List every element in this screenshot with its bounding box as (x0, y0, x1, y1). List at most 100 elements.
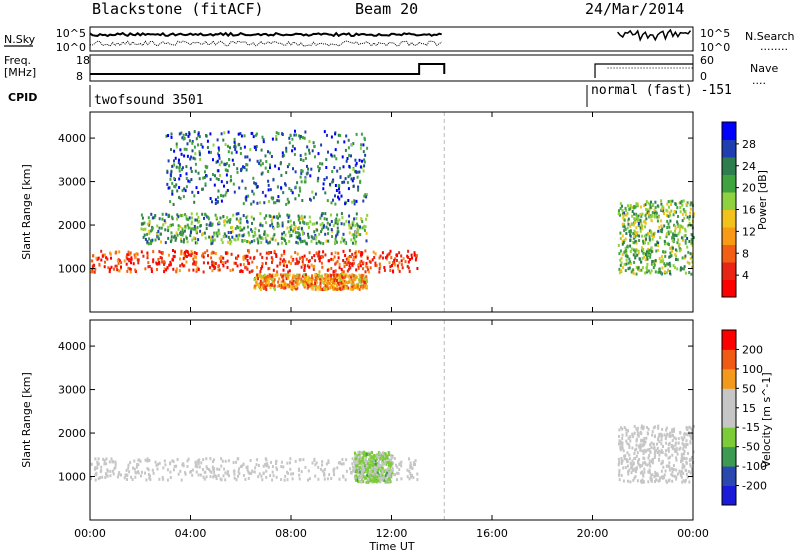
heatmap-cell (675, 447, 678, 451)
noise-late-trace (617, 28, 692, 42)
heatmap-cell (273, 215, 275, 219)
heatmap-cell (646, 257, 649, 261)
heatmap-cell (177, 224, 180, 228)
heatmap-cell (185, 236, 188, 240)
heatmap-cell (667, 200, 670, 204)
heatmap-cell (392, 261, 395, 265)
heatmap-cell (130, 475, 133, 479)
heatmap-cell (329, 182, 331, 186)
heatmap-cell (337, 195, 339, 199)
heatmap-cell (321, 222, 324, 225)
heatmap-cell (686, 433, 689, 437)
heatmap-cell (309, 197, 311, 201)
heatmap-cell (653, 451, 656, 455)
heatmap-cell (642, 444, 645, 448)
heatmap-cell (211, 260, 214, 264)
heatmap-cell (314, 273, 317, 277)
heatmap-cell (664, 254, 667, 258)
heatmap-cell (297, 282, 300, 286)
heatmap-cell (172, 258, 175, 262)
heatmap-cell (182, 257, 185, 261)
heatmap-cell (382, 455, 385, 459)
heatmap-cell (325, 176, 328, 180)
heatmap-cell (147, 265, 150, 269)
x-tick-label: 04:00 (175, 527, 207, 540)
heatmap-cell (103, 253, 106, 257)
heatmap-cell (651, 234, 653, 238)
heatmap-cell (262, 140, 265, 144)
heatmap-cell (353, 278, 356, 281)
heatmap-cell (668, 433, 671, 437)
heatmap-cell (374, 263, 377, 267)
heatmap-cell (178, 132, 181, 136)
heatmap-cell (660, 207, 663, 211)
heatmap-cell (366, 462, 369, 466)
heatmap-cell (687, 250, 690, 254)
heatmap-cell (682, 443, 685, 447)
heatmap-cell (345, 273, 348, 277)
colorbar-swatch (722, 139, 736, 158)
heatmap-cell (663, 212, 665, 215)
colorbar-tick-label: -15 (742, 421, 760, 434)
heatmap-cell (690, 237, 693, 241)
heatmap-cell (341, 462, 343, 466)
heatmap-cell (147, 261, 150, 265)
heatmap-cell (289, 461, 291, 465)
heatmap-cell (269, 474, 272, 478)
heatmap-cell (182, 240, 185, 244)
heatmap-cell (176, 217, 178, 221)
heatmap-cell (317, 286, 320, 290)
heatmap-cell (179, 469, 182, 473)
heatmap-cell (669, 219, 672, 223)
heatmap-cell (280, 173, 283, 177)
heatmap-cell (668, 479, 670, 483)
heatmap-cell (301, 232, 304, 236)
heatmap-cell (291, 477, 294, 481)
heatmap-cell (669, 199, 672, 203)
heatmap-cell (263, 277, 266, 281)
heatmap-cell (254, 286, 257, 290)
heatmap-cell (412, 476, 415, 480)
heatmap-cell (229, 146, 231, 150)
heatmap-cell (336, 220, 339, 224)
heatmap-cell (654, 206, 657, 210)
heatmap-cell (187, 179, 190, 183)
heatmap-cell (255, 182, 258, 186)
heatmap-cell (379, 464, 382, 467)
heatmap-cell (125, 262, 128, 266)
heatmap-cell (298, 257, 301, 261)
heatmap-cell (346, 157, 349, 160)
heatmap-cell (161, 212, 164, 216)
heatmap-cell (650, 246, 653, 250)
heatmap-cell (681, 225, 684, 229)
heatmap-cell (654, 450, 656, 453)
heatmap-cell (676, 258, 679, 262)
heatmap-cell (210, 150, 212, 154)
colorbar-tick-label: 20 (742, 182, 756, 195)
heatmap-cell (234, 238, 237, 242)
heatmap-cell (211, 222, 214, 226)
heatmap-cell (226, 259, 229, 263)
heatmap-cell (334, 148, 337, 152)
heatmap-cell (271, 280, 274, 284)
heatmap-cell (630, 463, 633, 467)
heatmap-cell (349, 266, 352, 270)
heatmap-cell (674, 202, 677, 206)
heatmap-cell (672, 468, 675, 471)
heatmap-cell (384, 256, 387, 260)
heatmap-cell (413, 253, 416, 257)
heatmap-cell (300, 470, 303, 474)
heatmap-cell (647, 231, 650, 235)
heatmap-cell (357, 185, 360, 189)
heatmap-cell (104, 476, 107, 479)
heatmap-cell (181, 213, 184, 217)
heatmap-cell (194, 255, 197, 259)
heatmap-cell (396, 264, 399, 268)
heatmap-cell (187, 218, 190, 221)
heatmap-cell (175, 183, 178, 187)
heatmap-cell (228, 164, 231, 168)
heatmap-cell (157, 237, 160, 241)
heatmap-cell (641, 212, 644, 216)
heatmap-cell (366, 280, 369, 283)
heatmap-cell (643, 442, 646, 446)
